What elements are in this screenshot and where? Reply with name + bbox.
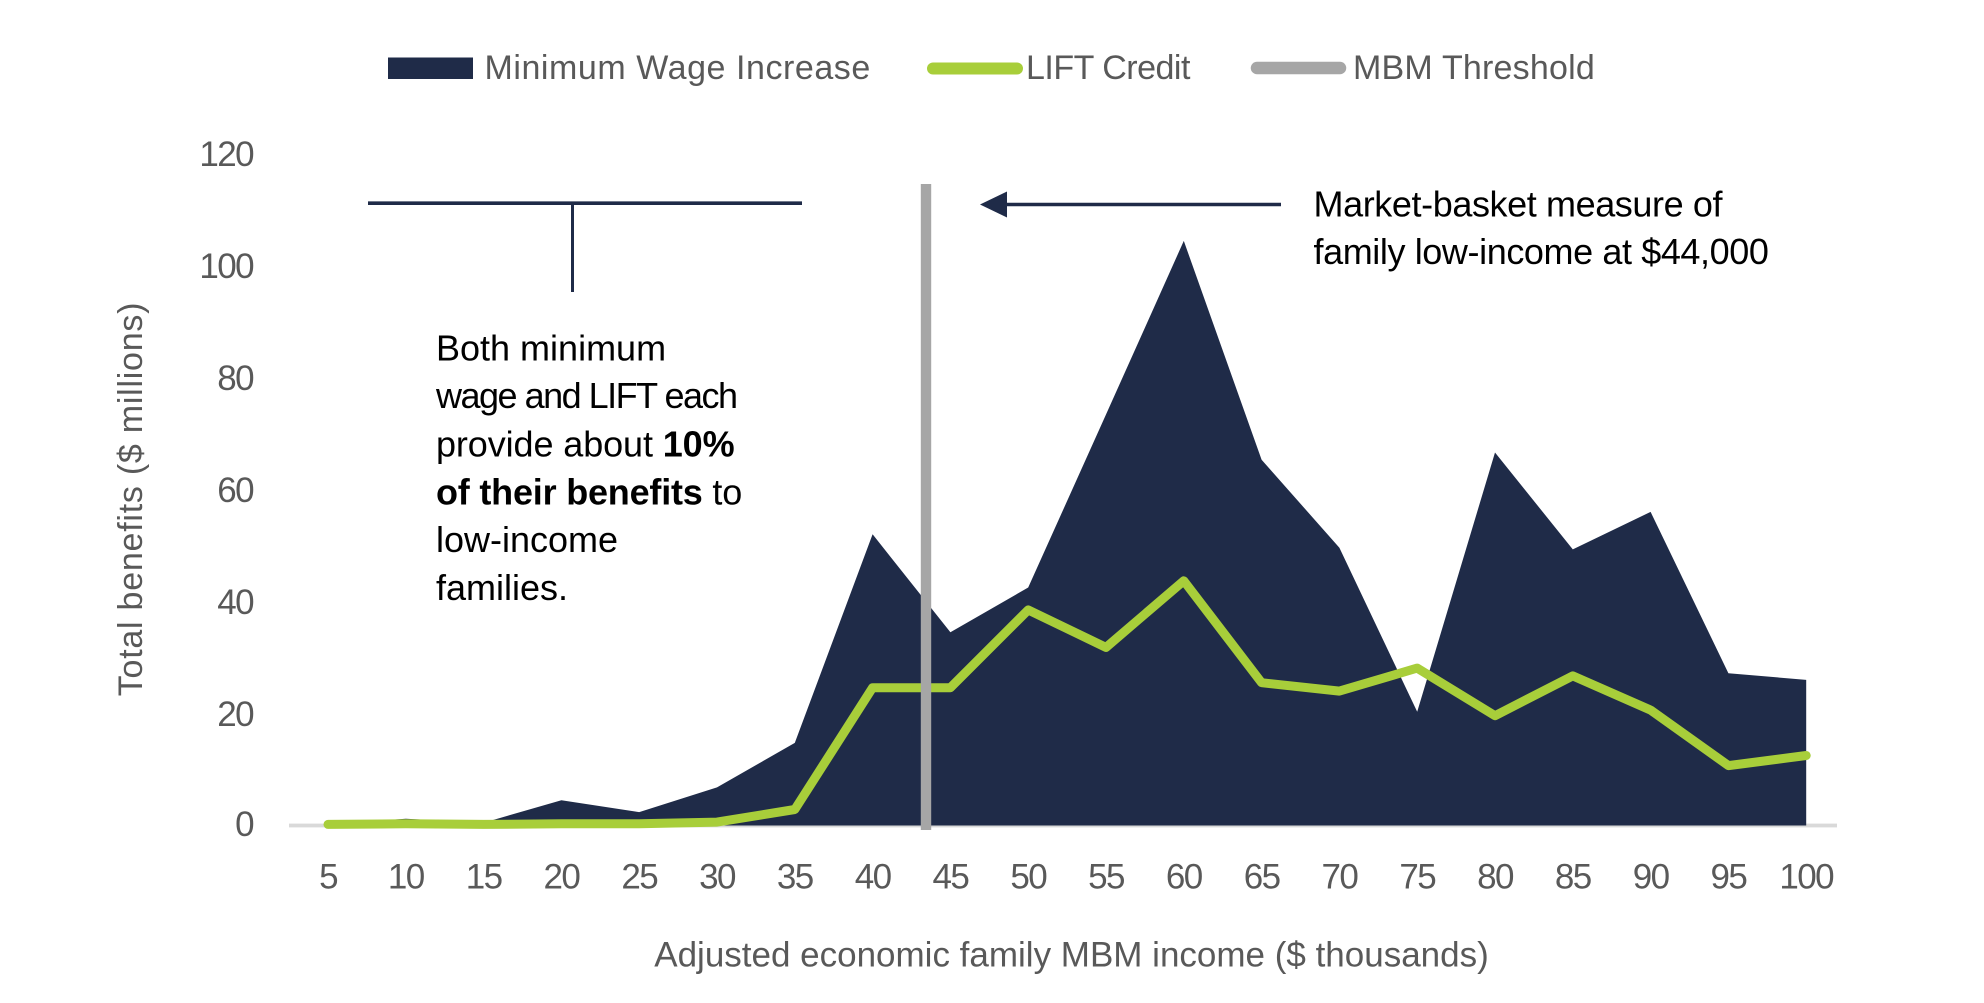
svg-text:65: 65 [1244, 858, 1280, 897]
svg-text:LIFT Credit: LIFT Credit [1026, 49, 1191, 87]
svg-text:Minimum Wage Increase: Minimum Wage Increase [485, 49, 871, 87]
svg-text:Total benefits ($ millions): Total benefits ($ millions) [112, 302, 150, 696]
svg-text:45: 45 [933, 858, 969, 897]
svg-text:80: 80 [217, 359, 254, 398]
svg-text:30: 30 [699, 858, 736, 897]
svg-text:of their benefits to: of their benefits to [436, 471, 742, 512]
svg-text:100: 100 [1779, 858, 1834, 897]
svg-text:85: 85 [1555, 858, 1591, 897]
svg-text:60: 60 [1166, 858, 1203, 897]
svg-text:provide about 10%: provide about 10% [436, 424, 735, 465]
svg-text:60: 60 [217, 471, 254, 510]
svg-text:95: 95 [1711, 858, 1747, 897]
svg-text:20: 20 [544, 858, 581, 897]
svg-text:70: 70 [1322, 858, 1359, 897]
svg-text:40: 40 [855, 858, 892, 897]
svg-text:75: 75 [1399, 858, 1435, 897]
svg-text:5: 5 [319, 858, 337, 897]
svg-text:90: 90 [1633, 858, 1670, 897]
svg-text:20: 20 [217, 695, 254, 734]
svg-text:Both minimum: Both minimum [436, 328, 666, 369]
svg-text:80: 80 [1477, 858, 1514, 897]
svg-text:Market-basket measure of: Market-basket measure of [1314, 184, 1724, 225]
svg-text:families.: families. [436, 567, 568, 608]
svg-text:35: 35 [777, 858, 813, 897]
svg-text:55: 55 [1088, 858, 1124, 897]
svg-text:50: 50 [1010, 858, 1047, 897]
svg-text:10: 10 [388, 858, 425, 897]
svg-text:120: 120 [199, 135, 254, 174]
svg-text:MBM Threshold: MBM Threshold [1353, 49, 1595, 87]
svg-text:low-income: low-income [436, 519, 618, 560]
svg-text:15: 15 [466, 858, 502, 897]
svg-text:100: 100 [199, 247, 254, 286]
svg-text:Adjusted economic family MBM i: Adjusted economic family MBM income ($ t… [654, 936, 1489, 975]
svg-text:25: 25 [621, 858, 657, 897]
svg-text:family low-income at $44,000: family low-income at $44,000 [1314, 231, 1769, 272]
svg-text:40: 40 [217, 583, 254, 622]
svg-text:wage and LIFT each: wage and LIFT each [435, 375, 737, 416]
svg-text:0: 0 [235, 805, 254, 844]
